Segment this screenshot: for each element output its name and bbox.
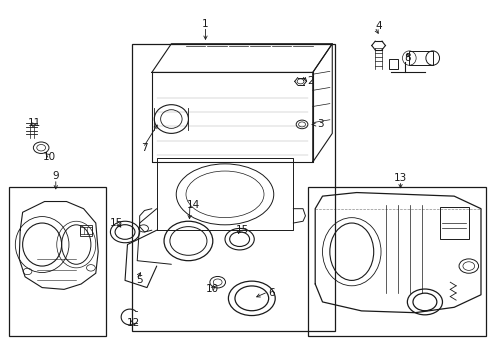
Text: 15: 15 [235,225,248,235]
Text: 2: 2 [306,76,313,86]
Text: 11: 11 [28,118,41,128]
Text: 3: 3 [316,120,323,129]
Text: 1: 1 [202,19,208,29]
Text: 6: 6 [267,288,274,298]
Text: 4: 4 [374,21,381,31]
Text: 5: 5 [136,275,142,285]
Text: 14: 14 [186,200,200,210]
Bar [439,207,468,239]
Bar [132,44,334,330]
Text: 10: 10 [43,152,56,162]
Bar [307,187,485,336]
Text: 7: 7 [141,143,147,153]
Text: 10: 10 [206,284,219,294]
Text: 13: 13 [393,173,407,183]
Bar [80,226,92,234]
Bar [9,187,105,336]
Bar [408,51,432,65]
Text: 9: 9 [52,171,59,181]
Bar [388,59,397,69]
Text: 12: 12 [126,319,140,328]
Text: 8: 8 [404,53,410,63]
Text: 15: 15 [110,218,123,228]
Bar [80,225,92,235]
